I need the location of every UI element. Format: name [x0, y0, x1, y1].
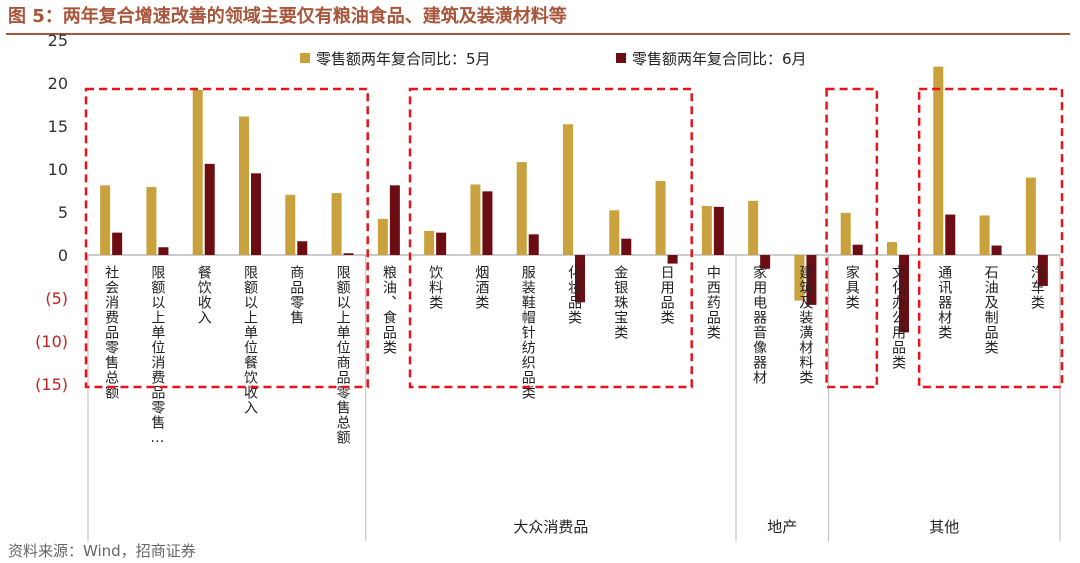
category-label: 餐饮收入	[196, 265, 212, 325]
bar-june	[251, 173, 261, 255]
bar-june	[760, 255, 771, 269]
y-tick-label: (10)	[35, 332, 68, 351]
category-label: 饮料类	[427, 265, 443, 310]
category-label: 粮油、食品类	[381, 265, 397, 355]
bar-june	[158, 247, 169, 255]
bar-may	[285, 194, 296, 255]
legend-swatch	[300, 53, 310, 63]
y-tick-label: 20	[48, 74, 68, 93]
bar-june	[991, 245, 1002, 255]
bar-may	[239, 116, 249, 255]
category-label: 中西药品类	[705, 265, 721, 340]
bar-june	[343, 253, 354, 255]
category-label: 限额以上单位商品零售总额	[335, 265, 351, 445]
chart-title: 图 5：两年复合增速改善的领域主要仅有粮油食品、建筑及装潢材料等	[8, 6, 567, 27]
category-label: 限额以上单位消费品零售…	[149, 265, 165, 447]
group-label: 其他	[929, 518, 959, 536]
bar-may	[1025, 177, 1036, 255]
y-tick-label: 10	[48, 160, 68, 179]
highlight-box	[84, 87, 369, 389]
source-note: 资料来源：Wind，招商证券	[8, 542, 196, 560]
y-tick-label: (15)	[35, 375, 68, 394]
bar-june	[482, 191, 493, 255]
category-label: 限额以上单位餐饮收入	[242, 265, 258, 415]
bar-layer	[100, 66, 1048, 333]
legend: 零售额两年复合同比：5月 零售额两年复合同比：6月	[300, 50, 807, 68]
bar-june	[389, 185, 400, 255]
category-label: 金银珠宝类	[612, 265, 628, 340]
bar-may	[516, 162, 527, 255]
axis-layer: 25 20 15 10 5 0 (5) (10) (15)	[35, 31, 1061, 541]
bar-may	[470, 184, 481, 255]
title-divider	[6, 33, 1070, 35]
bar-june	[436, 232, 447, 255]
bar-may	[840, 212, 851, 255]
bar-may	[933, 66, 944, 255]
bar-june	[713, 206, 724, 255]
bar-june	[297, 241, 308, 255]
category-label: 社会消费品零售总额	[103, 265, 119, 400]
bar-may	[563, 124, 573, 255]
bar-may	[424, 230, 435, 255]
bar-may	[609, 210, 620, 255]
category-label: 日用品类	[659, 265, 675, 325]
bar-may	[701, 205, 712, 255]
bar-june	[621, 238, 632, 255]
category-label: 石油及制品类	[983, 265, 999, 355]
bar-may	[748, 200, 759, 255]
y-tick-label: 15	[48, 117, 68, 136]
y-tick-label: 0	[58, 246, 68, 265]
y-tick-label: (5)	[45, 289, 68, 308]
group-label: 大众消费品	[513, 518, 588, 536]
bar-may	[655, 181, 666, 255]
bar-may	[794, 255, 805, 301]
highlight-box	[825, 87, 879, 389]
legend-label: 零售额两年复合同比：6月	[632, 50, 807, 68]
bar-june	[528, 234, 539, 255]
category-label: 通讯器材类	[936, 265, 952, 340]
highlight-box	[917, 87, 1064, 389]
highlight-layer	[84, 87, 1064, 389]
bar-may	[100, 185, 111, 255]
bar-may	[192, 89, 203, 255]
bar-may	[979, 215, 990, 255]
category-label: 文化办公用品类	[890, 265, 906, 370]
bar-may	[331, 193, 342, 255]
category-label: 家用电器音像器材	[751, 264, 767, 385]
legend-label: 零售额两年复合同比：5月	[316, 50, 491, 68]
legend-swatch	[616, 53, 626, 63]
group-label: 地产	[767, 518, 797, 536]
y-tick-label: 5	[58, 203, 68, 222]
bar-june	[667, 255, 678, 264]
category-label: 烟酒类	[473, 265, 489, 310]
category-label: 化妆品类	[566, 265, 582, 325]
category-label: 服装鞋帽针纺织品类	[520, 265, 536, 400]
bar-may	[146, 187, 157, 255]
bar-may	[887, 242, 897, 255]
bar-june	[1037, 255, 1048, 286]
category-label: 家具类	[844, 264, 860, 310]
bar-june	[112, 232, 123, 255]
bar-june	[204, 163, 215, 255]
bar-may	[377, 218, 388, 255]
bar-june	[899, 255, 909, 333]
bar-june	[945, 214, 956, 255]
highlight-box	[408, 87, 693, 389]
category-label: 汽车类	[1029, 265, 1045, 310]
label-layer: 大众消费品 地产 其他 社会消费品零售总额 限额以上单位消费品零售… 餐饮收入 限额以上单位…	[103, 264, 1045, 536]
bar-june	[852, 244, 863, 255]
bar-june	[575, 255, 585, 303]
category-label: 商品零售	[288, 265, 304, 325]
category-label: 建筑及装潢材料类	[797, 265, 813, 385]
bar-june	[806, 255, 817, 305]
y-tick-label: 25	[48, 31, 68, 50]
